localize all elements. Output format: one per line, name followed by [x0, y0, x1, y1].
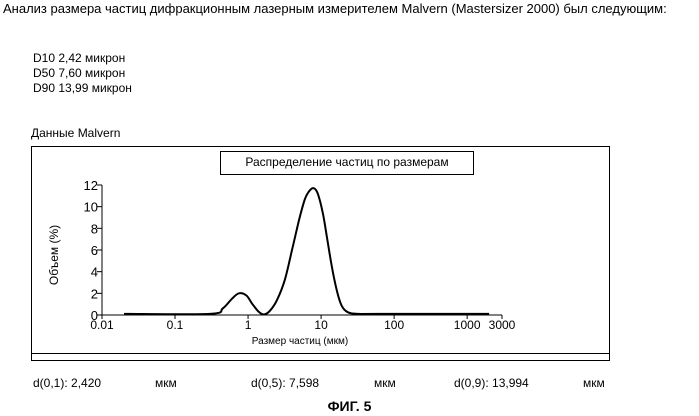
y-tick-label: 0: [91, 308, 98, 323]
x-tick-label: 100: [384, 318, 404, 332]
intro-text: Анализ размера частиц дифракционным лазе…: [3, 1, 667, 16]
y-tick-label: 4: [91, 265, 98, 280]
d10-value: D10 2,42 микрон: [33, 51, 126, 65]
x-tick-label: 10: [314, 318, 328, 332]
x-axis-label: Размер частиц (мкм): [252, 336, 348, 347]
malvern-data-caption: Данные Malvern: [31, 126, 121, 140]
d09-unit: мкм: [583, 376, 605, 390]
d05-stat: d(0,5): 7,598: [251, 376, 320, 390]
y-tick-label: 8: [91, 221, 98, 236]
x-axis-ticks: 0.01 0.1 1 10 100 1000 3000: [90, 315, 516, 332]
chart-frame-separator: [31, 353, 610, 354]
chart-axes: [101, 185, 502, 316]
y-tick-label: 6: [91, 243, 98, 258]
d09-stat: d(0,9): 13,994: [454, 376, 529, 390]
d90-value: D90 13,99 микрон: [33, 81, 132, 95]
x-tick-label: 1000: [454, 318, 481, 332]
y-tick-label: 12: [84, 178, 98, 193]
x-tick-label: 3000: [489, 318, 516, 332]
x-tick-label: 0.01: [90, 318, 114, 332]
x-tick-label: 0.1: [167, 318, 184, 332]
d01-unit: мкм: [155, 376, 177, 390]
y-tick-label: 10: [84, 200, 98, 215]
d50-value: D50 7,60 микрон: [33, 66, 126, 80]
figure-caption: ФИГ. 5: [327, 398, 372, 414]
chart-title: Распределение частиц по размерам: [245, 155, 449, 169]
x-tick-label: 1: [245, 318, 252, 332]
d01-stat: d(0,1): 2,420: [33, 376, 102, 390]
y-tick-label: 2: [91, 286, 98, 301]
chart-frame: [31, 146, 610, 361]
distribution-curve: [123, 187, 490, 316]
y-axis-label: Объем (%): [47, 225, 61, 285]
chart-title-box: [220, 151, 474, 175]
d05-unit: мкм: [374, 376, 396, 390]
y-axis-ticks: 0 2 4 6 8 10 12: [84, 178, 102, 323]
